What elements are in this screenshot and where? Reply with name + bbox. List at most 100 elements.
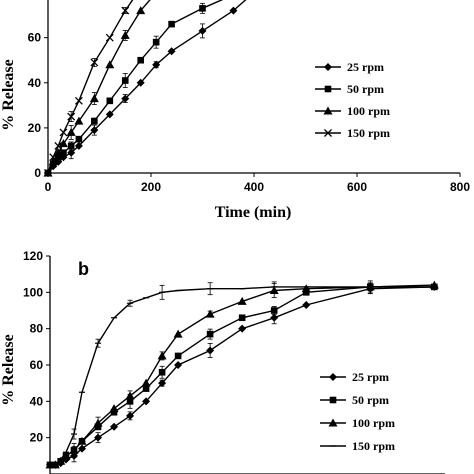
data-point: [152, 38, 160, 46]
data-point: [121, 6, 130, 15]
data-point: [168, 20, 175, 28]
data-point: [238, 314, 246, 322]
data-point: [94, 433, 103, 442]
data-point: [58, 139, 68, 148]
data-point: [126, 398, 134, 405]
data-point: [302, 289, 310, 296]
data-point: [174, 352, 182, 360]
data-point: [74, 116, 84, 125]
legend-label: 25 rpm: [352, 370, 389, 384]
data-point: [157, 351, 167, 360]
y-tick-label: 100: [23, 285, 43, 299]
data-point: [78, 444, 87, 453]
data-point: [59, 128, 68, 137]
x-tick-label: 800: [450, 180, 470, 194]
data-point: [167, 47, 176, 56]
legend-marker: [323, 106, 333, 115]
y-tick-label: 120: [23, 249, 43, 263]
data-point: [152, 60, 161, 69]
series-line: [50, 286, 435, 466]
data-point: [137, 56, 144, 64]
data-point: [125, 391, 135, 400]
data-point: [69, 445, 79, 454]
series-150-rpm: [47, 281, 438, 466]
series-150-rpm: [44, 0, 134, 177]
legend-item: 50 rpm: [320, 393, 389, 407]
y-tick-label: 60: [28, 31, 42, 45]
legend-item: 25 rpm: [320, 370, 389, 384]
data-point: [105, 110, 114, 119]
data-point: [91, 117, 98, 125]
x-tick-label: 200: [141, 180, 161, 194]
data-point: [67, 112, 76, 121]
y-tick-label: 40: [30, 394, 44, 408]
data-point: [270, 307, 278, 314]
data-point: [105, 33, 114, 42]
data-point: [56, 456, 66, 465]
legend-item: 150 rpm: [320, 439, 395, 453]
data-point: [158, 368, 166, 376]
data-point: [142, 397, 151, 406]
data-point: [142, 385, 150, 392]
data-point: [174, 361, 183, 369]
y-tick-label: 20: [28, 121, 42, 135]
data-point: [66, 127, 76, 136]
data-point: [136, 78, 145, 87]
data-point: [199, 5, 206, 12]
legend-label: 150 rpm: [352, 439, 395, 453]
data-point: [270, 313, 279, 322]
legend-marker: [324, 63, 332, 71]
data-point: [301, 284, 311, 293]
legend-label: 50 rpm: [352, 393, 389, 407]
series-100-rpm: [43, 0, 151, 177]
y-tick-label: 60: [30, 358, 44, 372]
data-point: [110, 408, 118, 416]
data-point: [93, 418, 103, 427]
legend-marker: [328, 418, 338, 427]
data-point: [74, 141, 83, 150]
data-point: [173, 329, 183, 338]
legend-marker: [324, 85, 332, 93]
legend-label: 25 rpm: [347, 60, 384, 74]
data-point: [198, 26, 207, 35]
data-point: [54, 141, 63, 150]
data-point: [109, 404, 119, 413]
data-point: [105, 60, 115, 69]
data-point: [77, 436, 87, 445]
legend-item: 100 rpm: [315, 104, 390, 118]
data-point: [121, 94, 130, 103]
panel-label: b: [78, 259, 89, 279]
data-point: [206, 346, 215, 355]
data-point: [49, 153, 58, 162]
data-point: [158, 379, 167, 388]
legend-label: 150 rpm: [347, 126, 390, 140]
data-point: [55, 153, 62, 161]
data-point: [238, 324, 247, 333]
x-tick-label: 400: [244, 180, 264, 194]
y-tick-label: 80: [30, 322, 44, 336]
legend-item: 25 rpm: [315, 60, 384, 74]
x-axis-label: Time (min): [215, 204, 292, 221]
data-point: [141, 378, 151, 387]
legend-marker: [329, 373, 337, 381]
data-point: [126, 411, 135, 420]
data-point: [90, 58, 99, 67]
data-point: [136, 6, 146, 15]
data-point: [110, 422, 119, 431]
series-100-rpm: [45, 280, 439, 469]
legend-marker: [329, 396, 337, 404]
data-point: [302, 301, 311, 310]
data-point: [90, 126, 99, 135]
y-tick-label: 20: [30, 431, 44, 445]
data-point: [206, 330, 214, 338]
y-tick-label: 40: [28, 76, 42, 90]
data-point: [89, 94, 99, 103]
data-point: [121, 77, 129, 84]
data-point: [229, 6, 238, 15]
series-line: [47, 0, 134, 174]
data-point: [60, 149, 67, 156]
legend-item: 50 rpm: [315, 82, 384, 96]
legend-marker: [324, 129, 332, 137]
